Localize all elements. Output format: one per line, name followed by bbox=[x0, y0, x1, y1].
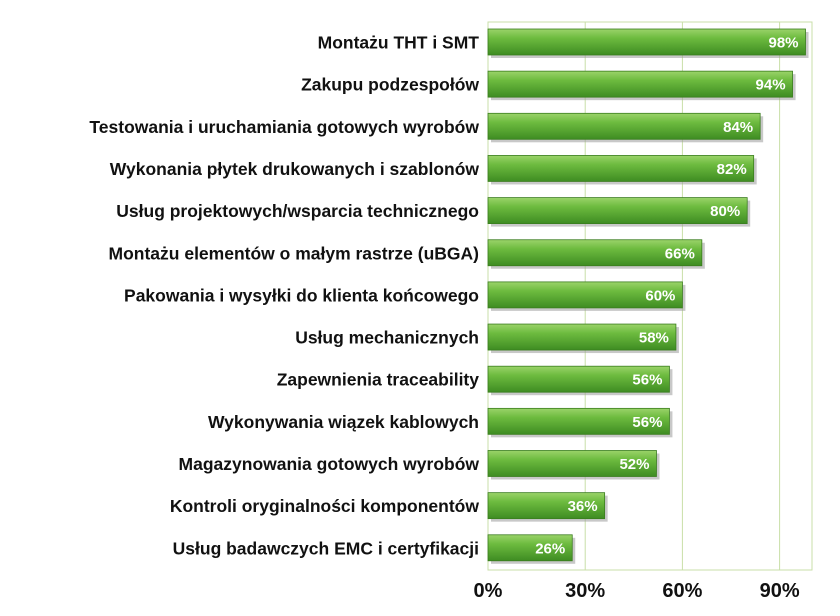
category-label: Usług projektowych/wsparcia technicznego bbox=[116, 201, 479, 221]
bar bbox=[487, 281, 683, 309]
bar bbox=[487, 155, 755, 182]
bar bbox=[487, 70, 793, 98]
data-label: 56% bbox=[632, 372, 662, 389]
category-label: Usług mechanicznych bbox=[295, 328, 479, 348]
data-label: 26% bbox=[535, 540, 565, 557]
data-label: 66% bbox=[665, 245, 695, 262]
category-label: Testowania i uruchamiania gotowych wyrob… bbox=[89, 117, 479, 137]
category-label: Magazynowania gotowych wyrobów bbox=[179, 454, 480, 474]
data-label: 82% bbox=[717, 161, 747, 178]
bar bbox=[487, 112, 761, 140]
category-label: Zakupu podzespołów bbox=[301, 75, 479, 95]
data-label: 58% bbox=[639, 330, 669, 347]
bar bbox=[487, 323, 677, 351]
category-label: Kontroli oryginalności komponentów bbox=[170, 496, 480, 516]
bar bbox=[487, 492, 606, 520]
x-tick-label: 30% bbox=[565, 580, 605, 602]
category-label: Zapewnienia traceability bbox=[277, 370, 480, 390]
data-label: 52% bbox=[619, 456, 649, 473]
x-tick-label: 60% bbox=[662, 580, 702, 602]
bar bbox=[487, 365, 670, 393]
category-label: Usług badawczych EMC i certyfikacji bbox=[173, 538, 479, 558]
category-labels: Montażu THT i SMT Zakupu podzespołów Testo… bbox=[89, 33, 479, 559]
category-label: Wykonania płytek drukowanych i szablonów bbox=[110, 159, 480, 179]
data-label: 56% bbox=[632, 414, 662, 431]
category-label: Montażu THT i SMT bbox=[318, 33, 480, 53]
bar bbox=[487, 407, 670, 435]
bar bbox=[487, 28, 806, 56]
bar bbox=[487, 239, 703, 267]
x-tick-labels: 0% 30% 60% 90% bbox=[474, 580, 800, 602]
data-label: 98% bbox=[768, 35, 798, 52]
bars-group: 98% 94% 84% 82% 80% 66% 60% 58% 56% 56% 52% 36% 26% bbox=[487, 28, 809, 564]
x-tick-label: 0% bbox=[474, 580, 503, 602]
bar bbox=[487, 450, 657, 477]
data-label: 80% bbox=[710, 203, 740, 220]
category-label: Pakowania i wysyłki do klienta końcowego bbox=[124, 285, 479, 305]
bar bbox=[487, 534, 573, 562]
category-label: Montażu elementów o małym rastrze (uBGA) bbox=[109, 243, 479, 263]
x-tick-label: 90% bbox=[760, 580, 800, 602]
data-label: 94% bbox=[756, 77, 786, 94]
data-label: 84% bbox=[723, 119, 753, 136]
bar bbox=[487, 197, 748, 225]
data-label: 60% bbox=[645, 287, 675, 304]
data-label: 36% bbox=[568, 498, 598, 515]
category-label: Wykonywania wiązek kablowych bbox=[208, 412, 479, 432]
